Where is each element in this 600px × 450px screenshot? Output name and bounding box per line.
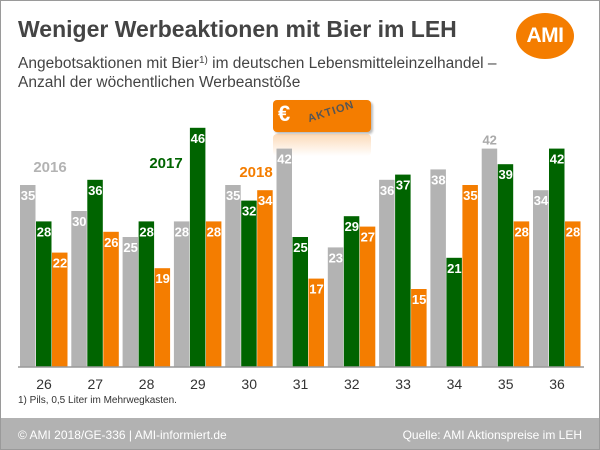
subtitle-line2: Anzahl der wöchentlichen Werbeanstöße bbox=[18, 74, 301, 91]
bar-2018-week-32 bbox=[359, 226, 376, 367]
bar-label-2017-week-34: 21 bbox=[447, 261, 461, 276]
bar-label-2016-week-30: 35 bbox=[226, 188, 240, 203]
ami-logo: AMI bbox=[516, 13, 574, 59]
bar-2017-week-29 bbox=[189, 127, 206, 367]
bar-label-2016-week-31: 42 bbox=[277, 152, 291, 167]
source-text: Quelle: AMI Aktionspreise im LEH bbox=[402, 428, 582, 442]
bar-label-2018-week-35: 28 bbox=[514, 224, 528, 239]
bar-2016-week-32 bbox=[327, 247, 344, 367]
bar-2018-week-26 bbox=[52, 252, 68, 367]
bar-label-2018-week-29: 28 bbox=[207, 224, 221, 239]
bar-2018-week-35 bbox=[513, 221, 530, 367]
bar-label-2016-week-32: 23 bbox=[329, 250, 343, 265]
x-tick-label-33: 33 bbox=[395, 376, 411, 392]
x-tick-label-36: 36 bbox=[549, 376, 565, 392]
bar-2016-week-30 bbox=[225, 185, 241, 367]
bar-2016-week-31 bbox=[276, 148, 292, 367]
bar-2016-week-27 bbox=[71, 211, 87, 367]
bar-2018-week-28 bbox=[154, 268, 171, 367]
bar-label-2018-week-36: 28 bbox=[566, 224, 580, 239]
x-tick-label-29: 29 bbox=[190, 376, 206, 392]
footer-bar: © AMI 2018/GE-336 | AMI-informiert.de Qu… bbox=[1, 418, 599, 449]
bar-2017-week-30 bbox=[241, 200, 257, 367]
copyright-text: © AMI 2018/GE-336 | AMI-informiert.de bbox=[18, 428, 227, 442]
bar-label-2017-week-36: 42 bbox=[550, 152, 564, 167]
bar-label-2018-week-32: 27 bbox=[361, 230, 375, 245]
bar-label-2016-week-36: 34 bbox=[534, 193, 549, 208]
x-tick-label-28: 28 bbox=[139, 376, 155, 392]
legend-label-2017: 2017 bbox=[149, 155, 182, 172]
bar-2017-week-33 bbox=[395, 174, 411, 367]
footnote-marker: 1) bbox=[198, 55, 208, 66]
bar-label-2016-week-33: 36 bbox=[380, 183, 394, 198]
bar-label-2017-week-29: 46 bbox=[191, 131, 205, 146]
x-tick-label-31: 31 bbox=[293, 376, 309, 392]
bar-label-2018-week-26: 22 bbox=[53, 256, 67, 271]
bar-2018-week-33 bbox=[411, 289, 427, 367]
chart-title: Weniger Werbeaktionen mit Bier im LEH bbox=[18, 16, 457, 42]
bar-2017-week-34 bbox=[446, 257, 462, 367]
bar-2016-week-26 bbox=[20, 185, 36, 367]
x-tick-label-32: 32 bbox=[344, 376, 360, 392]
aktion-badge-icon: € AKTION bbox=[273, 99, 371, 132]
euro-icon: € bbox=[278, 101, 291, 126]
bar-label-2016-week-27: 30 bbox=[72, 214, 86, 229]
bar-label-2018-week-34: 35 bbox=[463, 188, 477, 203]
bar-2018-week-30 bbox=[257, 190, 273, 367]
bar-2016-week-28 bbox=[122, 237, 139, 367]
bar-label-2016-week-34: 38 bbox=[431, 172, 445, 187]
bar-2016-week-36 bbox=[533, 190, 549, 367]
footnote: 1) Pils, 0,5 Liter im Mehrwegkasten. bbox=[18, 395, 177, 406]
bar-label-2017-week-26: 28 bbox=[37, 224, 51, 239]
bar-label-2018-week-30: 34 bbox=[258, 193, 273, 208]
subtitle-text: Angebotsaktionen mit Bier bbox=[18, 55, 199, 72]
bar-2016-week-33 bbox=[379, 179, 395, 367]
x-tick-label-30: 30 bbox=[241, 376, 257, 392]
bar-label-2016-week-35: 42 bbox=[482, 133, 496, 148]
x-tick-label-34: 34 bbox=[447, 376, 463, 392]
subtitle-text-2: im deutschen Lebensmitteleinzelhandel – bbox=[207, 55, 497, 72]
bar-2018-week-31 bbox=[308, 278, 324, 367]
bar-2016-week-35 bbox=[481, 148, 498, 367]
bar-label-2016-week-26: 35 bbox=[21, 188, 35, 203]
aktion-badge-reflection bbox=[273, 134, 371, 156]
bar-label-2017-week-27: 36 bbox=[88, 183, 102, 198]
bar-2017-week-36 bbox=[549, 148, 565, 367]
bar-2018-week-36 bbox=[565, 221, 581, 367]
bar-label-2017-week-35: 39 bbox=[498, 167, 512, 182]
bar-2017-week-27 bbox=[87, 179, 103, 367]
bar-2018-week-27 bbox=[103, 231, 119, 367]
bar-label-2017-week-31: 25 bbox=[293, 240, 307, 255]
bar-2017-week-28 bbox=[138, 221, 155, 367]
bar-2018-week-34 bbox=[462, 185, 478, 367]
bar-2017-week-26 bbox=[36, 221, 52, 367]
bar-label-2016-week-29: 28 bbox=[175, 224, 189, 239]
legend-label-2018: 2018 bbox=[239, 164, 272, 181]
bar-2016-week-34 bbox=[430, 169, 446, 367]
bar-label-2018-week-28: 19 bbox=[155, 271, 169, 286]
x-tick-label-26: 26 bbox=[36, 376, 52, 392]
bar-label-2017-week-33: 37 bbox=[396, 178, 410, 193]
legend-label-2016: 2016 bbox=[33, 159, 66, 176]
bar-label-2018-week-27: 26 bbox=[104, 235, 118, 250]
bar-label-2016-week-28: 25 bbox=[123, 240, 137, 255]
x-tick-label-35: 35 bbox=[498, 376, 514, 392]
x-tick-label-27: 27 bbox=[88, 376, 104, 392]
chart-subtitle: Angebotsaktionen mit Bier1) im deutschen… bbox=[18, 54, 518, 92]
bar-2016-week-29 bbox=[173, 221, 190, 367]
bar-2017-week-31 bbox=[292, 237, 308, 367]
bar-label-2017-week-30: 32 bbox=[242, 204, 256, 219]
bar-label-2017-week-32: 29 bbox=[345, 219, 359, 234]
bar-2018-week-29 bbox=[205, 221, 222, 367]
bar-label-2018-week-33: 15 bbox=[412, 292, 426, 307]
bar-2017-week-35 bbox=[497, 164, 514, 367]
bar-2017-week-32 bbox=[343, 216, 360, 367]
bar-label-2017-week-28: 28 bbox=[139, 224, 153, 239]
bar-label-2018-week-31: 17 bbox=[309, 282, 323, 297]
